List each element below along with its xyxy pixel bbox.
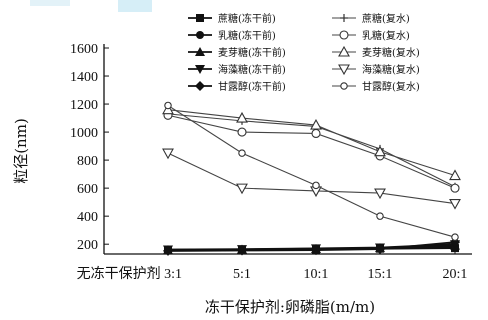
- background-tint: [118, 0, 152, 12]
- legend-item: 蔗糖(冻干前): [188, 12, 276, 25]
- data-point-marker: [162, 148, 174, 160]
- legend-label: 乳糖(冻干前): [218, 29, 276, 42]
- data-point-marker: [338, 45, 350, 57]
- x-tick-label: 5:1: [233, 267, 251, 282]
- x-axis-ticks: 无冻干保护剂 3:1 5:1 10:1 15:1 20:1: [77, 249, 468, 282]
- legend-item: 甘露醇(冻干前): [188, 80, 286, 93]
- data-point-marker: [338, 64, 350, 76]
- series-line: [167, 152, 456, 205]
- chart-series: [162, 101, 461, 256]
- legend-label: 麦芽糖(复水): [362, 46, 420, 59]
- legend-item: 海藻糖(复水): [332, 63, 420, 76]
- legend-label: 乳糖(复水): [362, 29, 410, 42]
- legend-item: 麦芽糖(复水): [332, 45, 420, 59]
- y-tick-label: 1200: [70, 98, 98, 113]
- data-point-marker: [312, 181, 320, 190]
- series-9: [164, 101, 459, 241]
- data-point-marker: [374, 188, 386, 200]
- data-point-marker: [451, 233, 459, 241]
- y-tick-label: 400: [77, 210, 98, 225]
- data-point-marker: [163, 245, 173, 256]
- series-5: [164, 109, 459, 191]
- legend-item: 甘露醇(复水): [332, 80, 420, 93]
- data-point-marker: [164, 101, 172, 110]
- y-tick-label: 1000: [70, 126, 98, 141]
- legend-item: 蔗糖(复水): [332, 12, 410, 25]
- data-point-marker: [195, 47, 205, 56]
- series-6: [163, 110, 460, 193]
- data-point-marker: [339, 30, 349, 40]
- legend-item: 麦芽糖(冻干前): [188, 46, 286, 59]
- background-decoration: [30, 0, 152, 12]
- data-point-marker: [310, 118, 322, 130]
- data-point-marker: [238, 149, 246, 157]
- legend-label: 麦芽糖(冻干前): [218, 46, 286, 59]
- x-tick-label: 15:1: [368, 267, 393, 282]
- y-tick-label: 800: [77, 154, 98, 169]
- legend-label: 蔗糖(复水): [362, 12, 410, 25]
- legend-label: 海藻糖(冻干前): [218, 63, 286, 76]
- legend-item: 海藻糖(冻干前): [188, 63, 286, 76]
- data-point-marker: [449, 169, 461, 181]
- series-line: [167, 109, 456, 177]
- data-point-marker: [237, 127, 247, 137]
- y-tick-label: 1600: [70, 42, 98, 57]
- data-point-marker: [311, 128, 321, 139]
- series-2: [163, 240, 460, 255]
- data-point-marker: [375, 244, 385, 255]
- chart-legend: 蔗糖(冻干前) 乳糖(冻干前) 麦芽糖(冻干前) 海藻糖(冻干前) 甘露醇(冻干前) 蔗糖…: [188, 12, 420, 93]
- y-tick-label: 200: [77, 238, 98, 253]
- y-axis-ticks: 200 400 600 800 1000 1200 1400 1600: [70, 42, 109, 253]
- data-point-marker: [237, 245, 247, 256]
- data-point-marker: [311, 245, 321, 256]
- data-point-marker: [236, 183, 248, 195]
- series-4: [163, 237, 460, 256]
- legend-item: 乳糖(复水): [332, 29, 410, 42]
- data-point-marker: [196, 14, 204, 22]
- data-point-marker: [450, 183, 460, 193]
- x-tick-label: 20:1: [443, 267, 468, 282]
- y-tick-label: 600: [77, 182, 98, 197]
- data-point-marker: [195, 81, 205, 91]
- data-point-marker: [196, 31, 204, 39]
- data-point-marker: [195, 65, 205, 74]
- background-tint: [30, 0, 70, 6]
- data-point-marker: [449, 199, 461, 210]
- y-tick-label: 1400: [70, 70, 98, 85]
- legend-label: 海藻糖(复水): [362, 63, 420, 76]
- y-axis-label: 粒径(nm): [12, 118, 30, 184]
- legend-label: 甘露醇(复水): [362, 80, 420, 93]
- data-point-marker: [236, 111, 248, 123]
- data-point-marker: [376, 212, 384, 220]
- x-axis-label: 冻干保护剂:卵磷脂(m/m): [205, 298, 375, 316]
- data-point-marker: [340, 82, 348, 90]
- legend-label: 甘露醇(冻干前): [218, 80, 286, 93]
- x-tick-label: 10:1: [304, 267, 329, 282]
- legend-label: 蔗糖(冻干前): [218, 12, 276, 25]
- x-tick-label: 无冻干保护剂 3:1: [77, 265, 182, 282]
- legend-item: 乳糖(冻干前): [188, 29, 276, 42]
- data-point-marker: [340, 14, 348, 22]
- series-7: [162, 103, 461, 181]
- data-point-marker: [374, 145, 386, 157]
- series-8: [162, 148, 461, 210]
